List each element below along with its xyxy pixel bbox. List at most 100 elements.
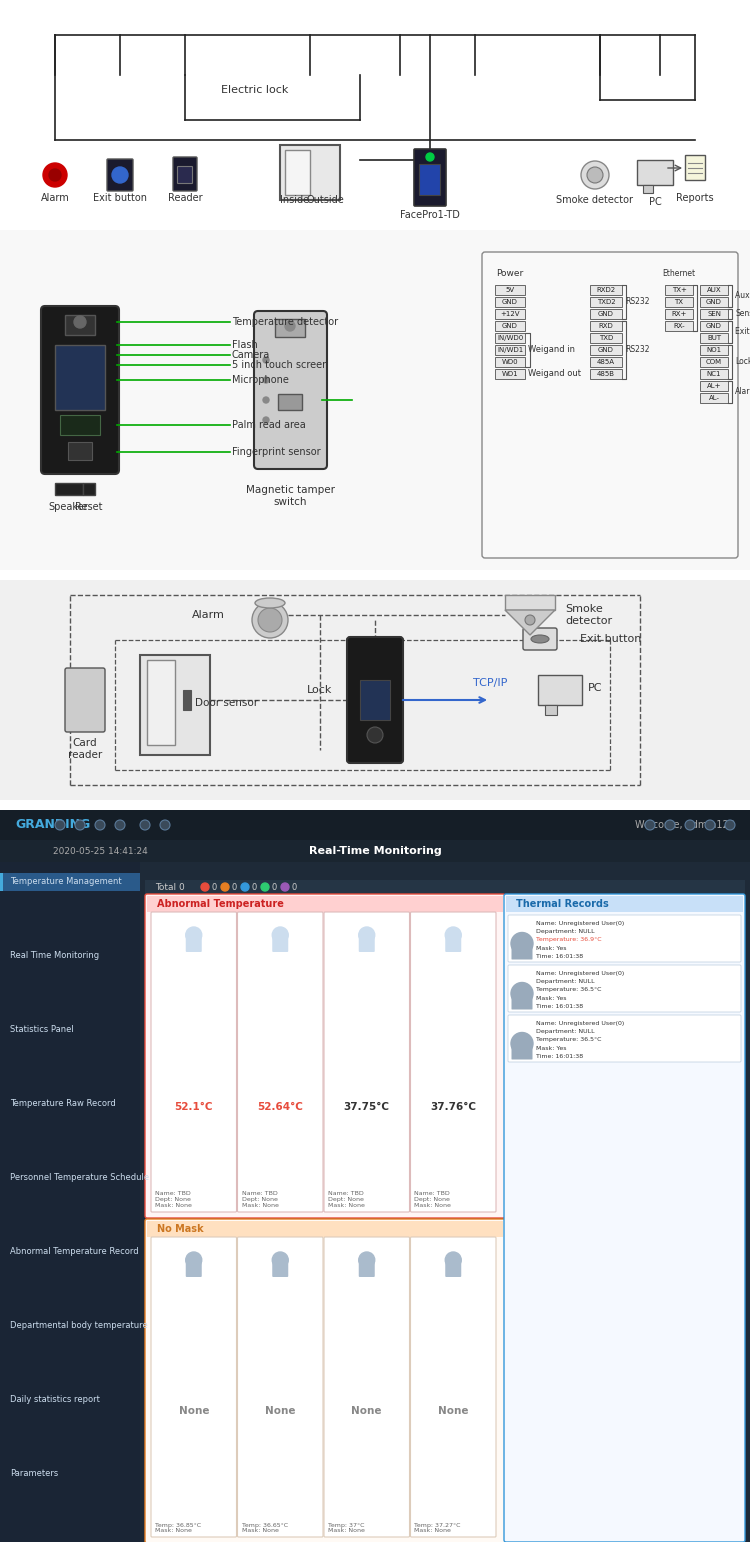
Text: GND: GND [598,347,614,353]
FancyBboxPatch shape [145,894,505,1218]
Circle shape [525,615,535,625]
Bar [700,369,728,379]
Bar [183,689,191,709]
Circle shape [281,884,289,891]
FancyBboxPatch shape [272,1258,288,1277]
FancyBboxPatch shape [419,165,440,196]
Circle shape [43,163,67,187]
Text: Mask: None: Mask: None [415,1528,452,1533]
Text: AL+: AL+ [706,382,722,389]
Text: Name: TBD: Name: TBD [242,1190,278,1197]
Circle shape [685,820,695,830]
FancyBboxPatch shape [107,159,133,191]
FancyBboxPatch shape [238,1237,323,1537]
Bar [643,185,653,193]
Circle shape [358,1252,375,1268]
Bar [590,333,622,342]
Text: Welcome, admin123: Welcome, admin123 [635,820,735,830]
Text: Department: NULL: Department: NULL [536,1030,595,1035]
Bar [538,675,582,705]
Text: Abnormal Temperature Record: Abnormal Temperature Record [10,1247,139,1257]
Text: Temperature: 36.5°C: Temperature: 36.5°C [536,1038,602,1042]
Bar [140,655,210,756]
Bar [68,443,92,460]
Text: Exit Button: Exit Button [735,327,750,336]
Text: Temperature: 36.9°C: Temperature: 36.9°C [536,938,602,942]
Text: 0: 0 [252,882,257,891]
Circle shape [112,167,128,183]
Text: Mask: Yes: Mask: Yes [536,996,566,1001]
Text: Magnetic tamper
switch: Magnetic tamper switch [245,486,334,507]
Text: Personnel Temperature Schedule: Personnel Temperature Schedule [10,1173,149,1183]
Text: RS232: RS232 [625,345,650,355]
Circle shape [446,1252,461,1268]
Text: Mask: None: Mask: None [328,1528,364,1533]
Text: Temperature detector: Temperature detector [232,318,338,327]
Bar [278,395,302,410]
Text: Door sensor: Door sensor [195,699,258,708]
Bar [700,285,728,295]
Bar [0,840,750,862]
Text: Electric lock: Electric lock [221,85,289,96]
Bar [505,595,555,611]
Text: Real-Time Monitoring: Real-Time Monitoring [309,847,441,856]
Bar [280,145,340,200]
Circle shape [160,820,170,830]
Bar [360,680,390,720]
Bar [60,415,100,435]
Text: Card
reader: Card reader [68,739,102,760]
Circle shape [587,167,603,183]
Bar [495,298,525,307]
Text: None: None [178,1406,209,1416]
FancyBboxPatch shape [508,1015,741,1062]
Text: Department: NULL: Department: NULL [536,979,595,984]
Text: Alarm: Alarm [735,387,750,396]
Circle shape [74,316,86,328]
Text: Abnormal Temperature: Abnormal Temperature [157,899,284,908]
Text: Dept: None: Dept: None [242,1197,278,1203]
Text: Microphone: Microphone [232,375,289,386]
Circle shape [358,927,375,944]
Text: Temp: 37.27°C: Temp: 37.27°C [415,1523,461,1528]
FancyBboxPatch shape [508,914,741,962]
Text: 37.76°C: 37.76°C [430,1101,476,1112]
Text: 52.1°C: 52.1°C [175,1101,213,1112]
Text: Dept: None: Dept: None [328,1197,364,1203]
Text: Departmental body temperature: Departmental body temperature [10,1321,148,1331]
Text: GND: GND [502,299,518,305]
Circle shape [285,321,295,332]
Text: Alarm: Alarm [192,611,225,620]
Bar [83,483,95,495]
Bar [700,321,728,332]
Text: RXD: RXD [598,322,613,328]
Bar [0,580,750,800]
Bar [0,873,140,891]
Circle shape [252,601,288,638]
Text: TX+: TX+ [671,287,686,293]
Text: Power: Power [496,268,523,278]
Circle shape [511,933,533,954]
Text: Reset: Reset [75,503,103,512]
Ellipse shape [255,598,285,608]
Text: Thermal Records: Thermal Records [516,899,609,908]
Text: WD0: WD0 [502,359,518,365]
Bar [147,896,503,911]
FancyBboxPatch shape [482,251,738,558]
Bar [665,308,693,319]
Text: RX+: RX+ [671,311,687,318]
Bar [700,298,728,307]
Text: +12V: +12V [500,311,520,318]
Text: Ethernet: Ethernet [662,268,695,278]
Circle shape [511,982,533,1004]
Text: Temperature: 36.5°C: Temperature: 36.5°C [536,987,602,993]
Text: Dept: None: Dept: None [155,1197,190,1203]
Circle shape [186,1252,202,1268]
Text: Parameters: Parameters [10,1470,58,1479]
Bar [55,345,105,410]
Bar [65,315,95,335]
Text: GND: GND [706,299,722,305]
Circle shape [201,884,209,891]
Text: TXD: TXD [598,335,613,341]
Circle shape [241,884,249,891]
Text: None: None [265,1406,296,1416]
